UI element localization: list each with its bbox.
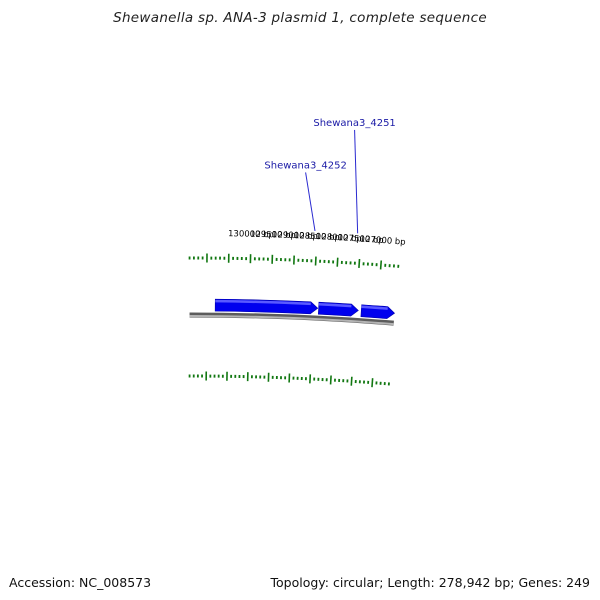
outer-scale-ticks bbox=[188, 253, 400, 270]
map-title: Shewanella sp. ANA-3 plasmid 1, complete… bbox=[113, 10, 487, 26]
gene-track bbox=[214, 298, 396, 319]
inner-scale-ticks bbox=[188, 371, 390, 388]
scale-label: 129500 bp bbox=[250, 230, 296, 241]
outer-tick bbox=[336, 257, 339, 267]
scale-label: 130000 bp bbox=[228, 229, 274, 240]
gene-leader-line bbox=[305, 172, 316, 232]
gene-leader-line bbox=[354, 129, 359, 234]
gene-arrow-highlight bbox=[318, 302, 352, 308]
backbone-highlight bbox=[189, 314, 394, 326]
scale-label: 129000 bp bbox=[272, 230, 318, 242]
scale-label: 127000 bp bbox=[359, 234, 406, 247]
topology-summary: Topology: circular; Length: 278,942 bp; … bbox=[270, 575, 591, 590]
outer-tick bbox=[358, 258, 361, 269]
inner-tick bbox=[350, 376, 353, 386]
gene-label[interactable]: Shewana3_4252 bbox=[264, 160, 346, 171]
accession-label: Accession: NC_008573 bbox=[9, 575, 152, 590]
backbone bbox=[189, 312, 394, 326]
gene-labels: Shewana3_4252 Shewana3_4251 bbox=[264, 118, 396, 234]
inner-tick bbox=[371, 378, 374, 388]
gene-arrow-highlight bbox=[215, 299, 311, 306]
gene-label[interactable]: Shewana3_4251 bbox=[313, 118, 395, 129]
outer-tick bbox=[379, 260, 383, 270]
inner-tick bbox=[329, 375, 332, 385]
scale-label: 128500 bp bbox=[294, 231, 340, 243]
gene-arrow-highlight bbox=[361, 305, 388, 310]
scale-label: 128000 bp bbox=[316, 232, 362, 245]
scale-label: 127500 bp bbox=[338, 233, 385, 246]
